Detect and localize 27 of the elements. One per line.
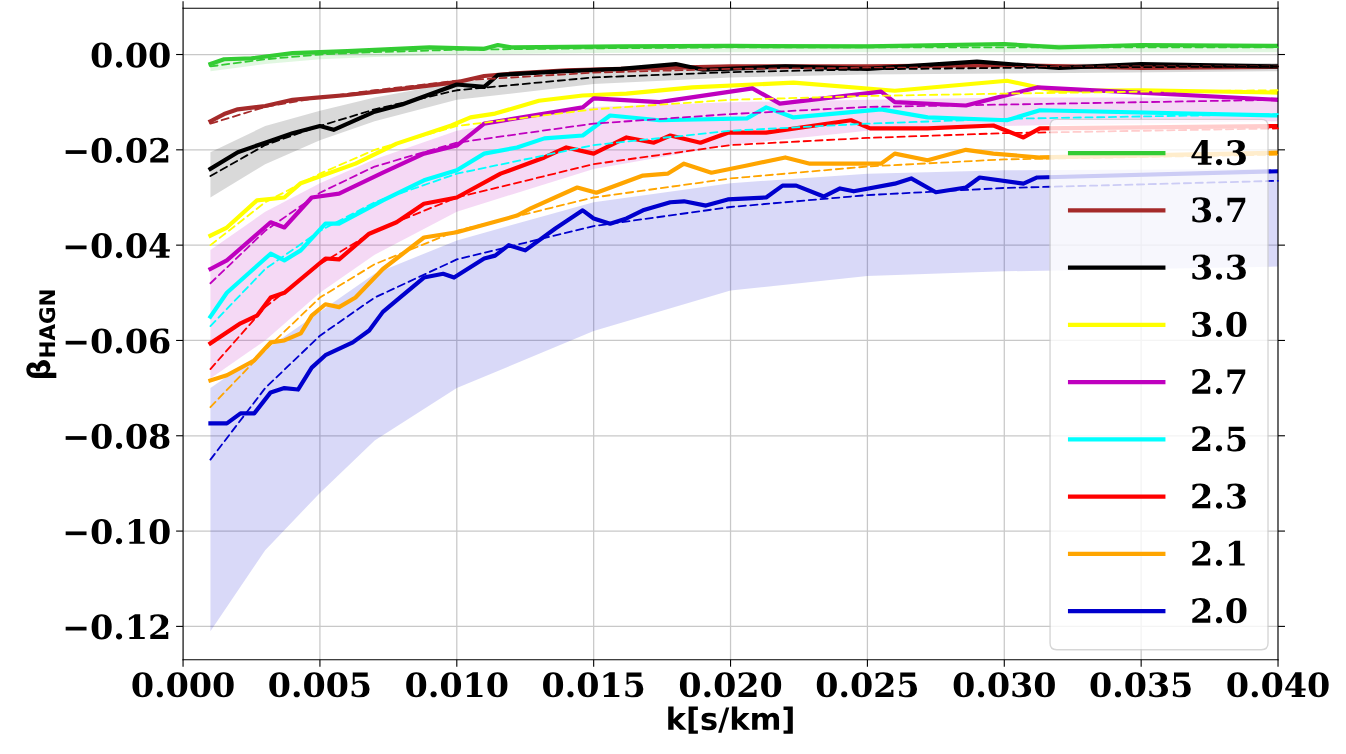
- y-tick-label: −0.12: [65, 614, 169, 640]
- legend-label: 2.7: [1192, 369, 1246, 395]
- x-tick-label: 0.025: [816, 672, 918, 698]
- y-tick-label: −0.04: [65, 233, 170, 259]
- x-tick-label: 0.015: [543, 672, 644, 698]
- x-tick-label: 0.030: [953, 672, 1055, 698]
- legend-label: 3.0: [1192, 311, 1247, 337]
- legend-label: 2.3: [1192, 483, 1246, 509]
- legend-label: 2.5: [1192, 426, 1246, 452]
- legend-label: 3.3: [1192, 254, 1246, 280]
- x-tick-label: 0.000: [132, 672, 234, 698]
- x-tick-label: 0.010: [406, 672, 508, 698]
- x-tick-label: 0.005: [269, 672, 370, 698]
- y-tick-label: −0.08: [65, 423, 170, 449]
- y-tick-label: −0.02: [65, 137, 169, 163]
- x-tick-label: 0.035: [1090, 672, 1191, 698]
- x-axis-title: k[s/km]: [668, 706, 793, 734]
- legend-label: 4.3: [1191, 139, 1246, 166]
- y-axis-title: β$_{HAGN}$: [26, 290, 57, 379]
- y-tick-label: 0.00: [91, 42, 170, 68]
- y-tick-label: −0.06: [65, 328, 170, 354]
- x-tick-label: 0.040: [1227, 672, 1329, 698]
- x-tick-label: 0.020: [679, 672, 782, 698]
- y-tick-label: −0.10: [65, 519, 170, 545]
- legend-label: 2.1: [1192, 540, 1245, 567]
- legend-label: 2.0: [1192, 598, 1247, 624]
- legend-label: 3.7: [1192, 197, 1246, 223]
